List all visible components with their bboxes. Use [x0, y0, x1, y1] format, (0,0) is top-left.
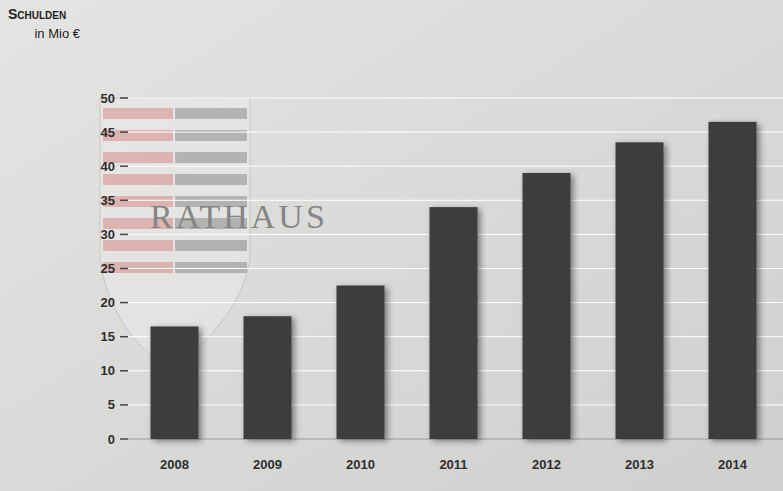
tick-mark [120, 97, 128, 99]
grid-line [128, 98, 783, 99]
shield-stripe [175, 152, 247, 163]
tick-label: 15 [101, 329, 115, 344]
tick-label: 5 [108, 397, 115, 412]
category-label: 2008 [160, 457, 189, 472]
shield-stripe [103, 174, 173, 185]
shield-stripe [175, 262, 247, 273]
shield-stripe [103, 108, 173, 119]
tick-label: 50 [101, 91, 115, 106]
tick-mark [120, 131, 128, 133]
bar [430, 207, 478, 439]
tick-label: 10 [101, 363, 115, 378]
shield-stripe [175, 174, 247, 185]
tick-label: 20 [101, 295, 115, 310]
category-label: 2010 [346, 457, 375, 472]
grid-line [128, 200, 783, 201]
tick-label: 45 [101, 125, 115, 140]
y-label: in Mio € [34, 26, 80, 41]
bar [523, 173, 571, 439]
category-label: 2013 [625, 457, 654, 472]
tick-label: 25 [101, 261, 115, 276]
bar [337, 286, 385, 439]
tick-mark [120, 234, 128, 236]
bar [151, 326, 199, 439]
grid-line [128, 132, 783, 133]
bar [709, 122, 757, 439]
tick-mark [120, 165, 128, 167]
grid-line [128, 166, 783, 167]
shield-stripe [175, 240, 247, 251]
tick-mark [120, 404, 128, 406]
tick-label: 35 [101, 193, 115, 208]
tick-label: 0 [108, 432, 115, 447]
category-label: 2011 [439, 457, 467, 472]
title: Schulden [8, 6, 66, 22]
tick-mark [120, 336, 128, 338]
category-label: 2009 [253, 457, 282, 472]
background [0, 0, 783, 491]
chart: RATHAUS 0 5 10 15 20 25 30 35 40 45 50 2008 2009 2010 2… [0, 0, 783, 491]
tick-mark [120, 268, 128, 270]
tick-mark [120, 302, 128, 304]
shield-stripe [175, 108, 247, 119]
tick-mark [120, 438, 128, 440]
tick-mark [120, 200, 128, 202]
category-label: 2014 [718, 457, 748, 472]
annotation: RATHAUS [150, 198, 328, 235]
bar [616, 142, 664, 439]
tick-label: 30 [101, 227, 115, 242]
bar [244, 316, 292, 439]
tick-mark [120, 370, 128, 372]
category-label: 2012 [532, 457, 561, 472]
tick-label: 40 [101, 159, 115, 174]
